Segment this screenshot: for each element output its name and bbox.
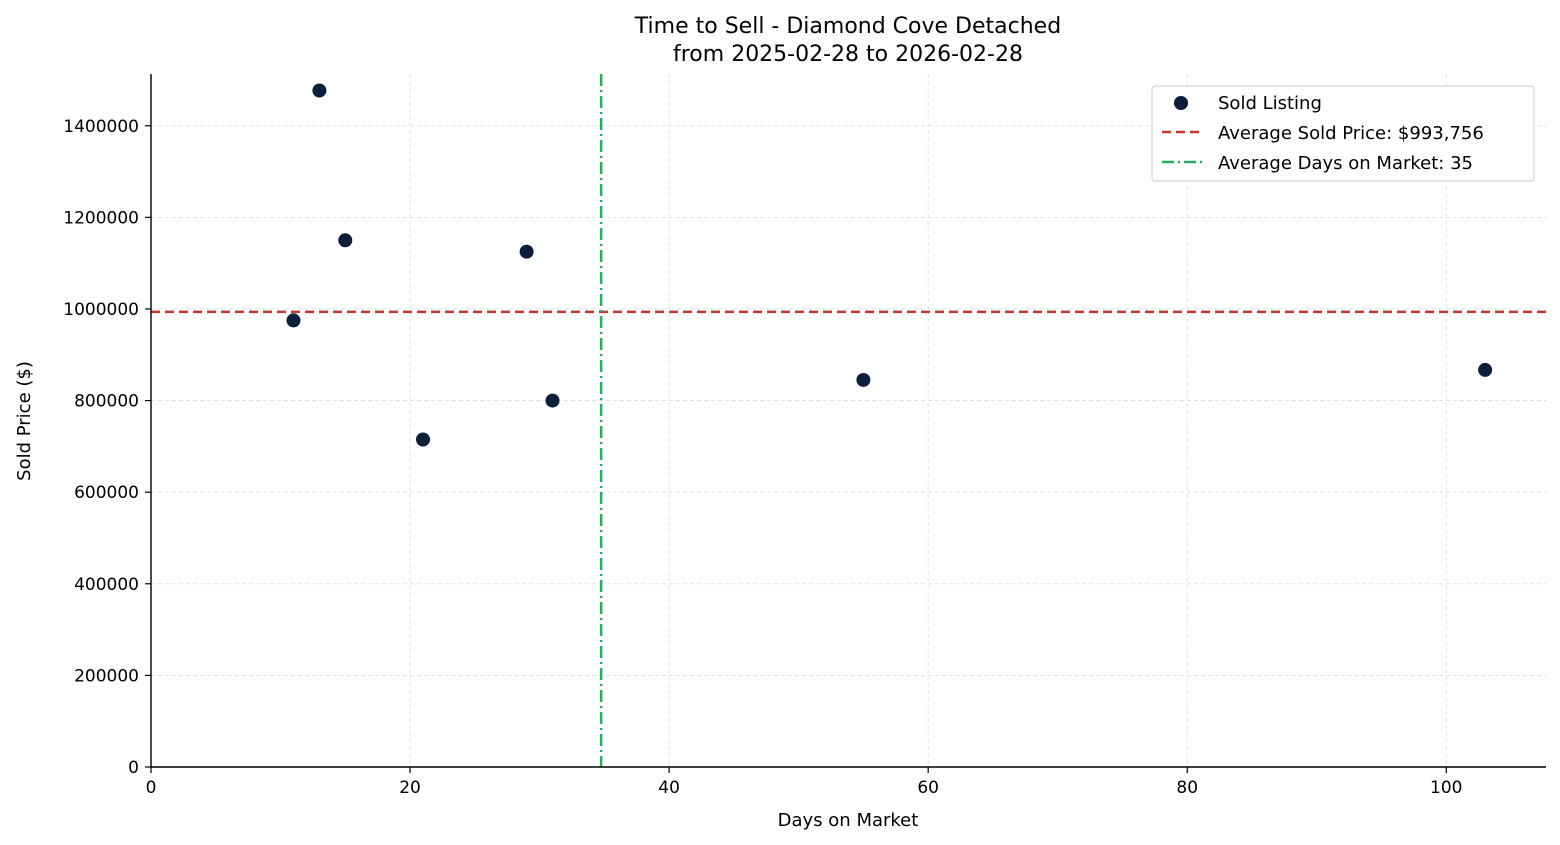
y-tick-label: 1400000	[63, 117, 139, 137]
data-point	[416, 432, 431, 447]
y-tick-label: 800000	[74, 392, 139, 412]
legend-label-avg-days: Average Days on Market: 35	[1218, 153, 1473, 174]
legend-label-avg-price: Average Sold Price: $993,756	[1218, 123, 1484, 144]
x-tick-label: 100	[1430, 778, 1462, 798]
x-axis-label: Days on Market	[778, 810, 919, 831]
data-point	[856, 372, 871, 387]
legend-marker-sold-listing	[1174, 96, 1188, 110]
y-axis-ticks: 0 200000 400000 600000 800000 1000000 1200000 1…	[63, 117, 151, 778]
legend: Sold Listing Average Sold Price: $993,75…	[1151, 85, 1535, 182]
y-tick-label: 200000	[74, 666, 139, 686]
y-tick-label: 400000	[74, 575, 139, 595]
x-tick-label: 60	[917, 778, 939, 798]
y-tick-label: 1000000	[63, 300, 139, 320]
x-tick-label: 40	[658, 778, 680, 798]
x-tick-label: 20	[399, 778, 421, 798]
chart-subtitle: from 2025-02-28 to 2026-02-28	[673, 42, 1023, 67]
x-tick-label: 80	[1176, 778, 1198, 798]
y-tick-label: 1200000	[63, 208, 139, 228]
y-tick-label: 0	[128, 758, 139, 778]
x-axis-ticks: 0 20 40 60 80 100	[146, 767, 1462, 798]
data-point	[545, 393, 560, 408]
chart-title: Time to Sell - Diamond Cove Detached	[634, 14, 1061, 39]
reference-lines	[151, 74, 1546, 767]
data-point	[286, 313, 301, 328]
x-tick-label: 0	[146, 778, 157, 798]
data-point	[1478, 362, 1493, 377]
legend-label-sold-listing: Sold Listing	[1218, 93, 1322, 114]
data-point	[519, 244, 534, 259]
legend-box	[1151, 85, 1535, 182]
y-tick-label: 600000	[74, 483, 139, 503]
data-point	[338, 233, 353, 248]
data-points	[286, 83, 1493, 447]
y-axis-label: Sold Price ($)	[14, 361, 35, 481]
data-point	[312, 83, 327, 98]
